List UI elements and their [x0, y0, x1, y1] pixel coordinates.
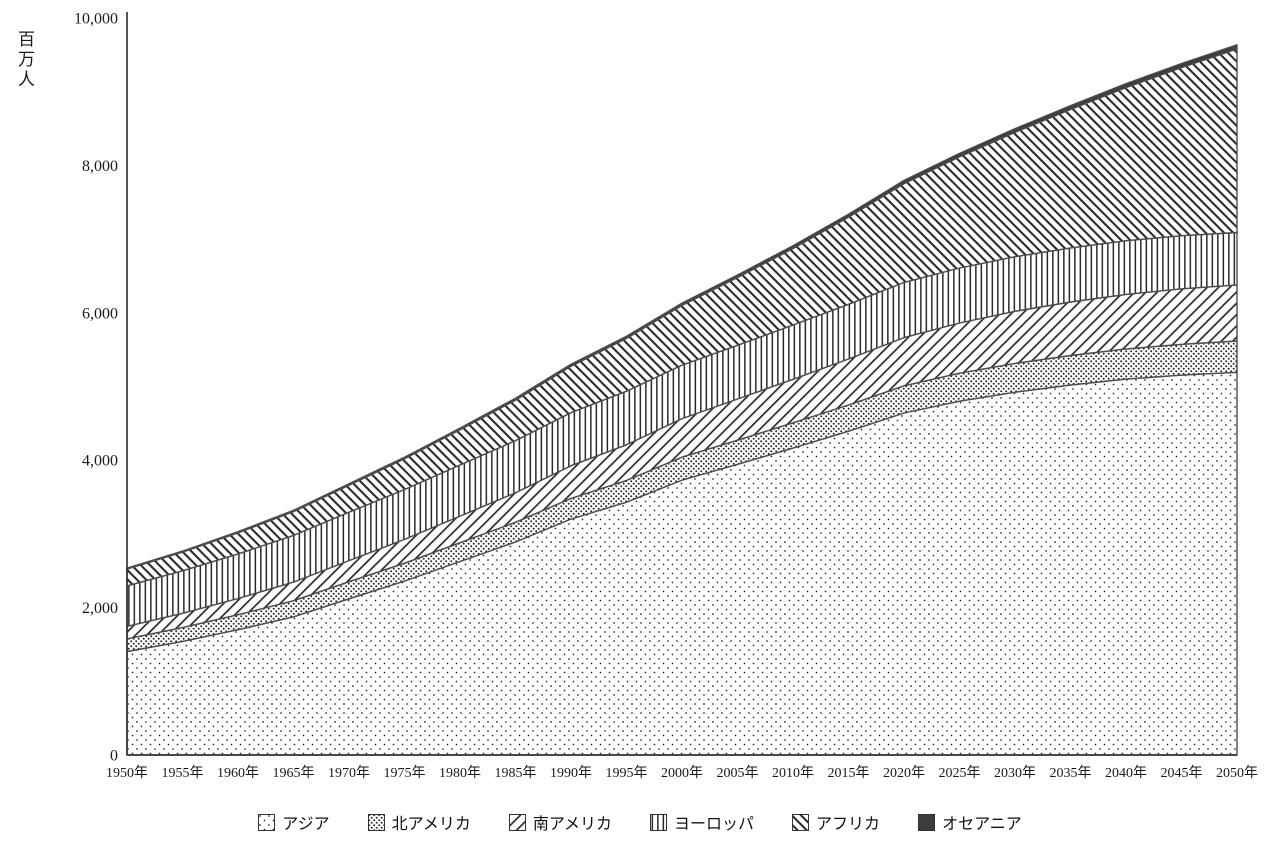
x-tick-label: 2045年 [1161, 765, 1203, 781]
x-tick-label: 2050年 [1216, 765, 1258, 781]
y-tick-label: 0 [110, 748, 118, 765]
x-tick-label: 1975年 [384, 765, 426, 781]
x-tick-label: 1990年 [550, 765, 592, 781]
x-tick-label: 2030年 [994, 765, 1036, 781]
legend-label: アフリカ [816, 816, 881, 833]
legend-label: ヨーロッパ [674, 816, 755, 833]
y-axis-labels: 0 2,000 4,000 6,000 8,000 10,000 [74, 11, 118, 765]
x-tick-label: 2040年 [1105, 765, 1147, 781]
legend-swatch-dots-sparse [258, 813, 276, 831]
y-tick-label: 10,000 [74, 11, 118, 28]
x-tick-label: 1960年 [217, 765, 259, 781]
x-tick-label: 2035年 [1050, 765, 1092, 781]
legend-label: オセアニア [942, 816, 1022, 833]
legend-label: 北アメリカ [391, 816, 471, 833]
legend-swatch-vertical-lines [650, 813, 668, 831]
x-tick-label: 2015年 [828, 765, 870, 781]
x-tick-label: 1950年 [106, 765, 148, 781]
x-tick-label: 1965年 [273, 765, 315, 781]
x-tick-label: 2000年 [661, 765, 703, 781]
y-tick-label: 4,000 [82, 453, 118, 470]
y-tick-label: 6,000 [82, 305, 118, 322]
legend-item-5: オセアニア [918, 810, 1022, 834]
x-tick-label: 1985年 [495, 765, 537, 781]
x-axis-labels: 1950年 1955年 1960年 1965年 1970年 1975年 1980年 1985年… [106, 765, 1258, 781]
chart-legend: アジア 北アメリカ 南アメリカ ヨーロッパ アフリカ オセアニア [0, 810, 1280, 834]
x-tick-label: 2025年 [939, 765, 981, 781]
legend-swatch-solid-dark [918, 813, 936, 831]
y-axis-unit-label: 百万人 [15, 30, 34, 90]
legend-item-2: 南アメリカ [508, 810, 613, 834]
x-tick-label: 2020年 [883, 765, 925, 781]
x-tick-label: 1980年 [439, 765, 481, 781]
y-tick-label: 2,000 [82, 600, 118, 617]
legend-item-0: アジア [258, 810, 330, 834]
legend-swatch-dots-dense [367, 813, 385, 831]
legend-item-4: アフリカ [792, 810, 880, 834]
legend-item-1: 北アメリカ [367, 810, 471, 834]
axes [126, 12, 1237, 756]
area-band-5 [126, 44, 1238, 570]
legend-label: アジア [282, 816, 330, 833]
y-tick-label: 8,000 [82, 158, 118, 175]
legend-label: 南アメリカ [532, 816, 613, 833]
x-tick-label: 2005年 [717, 765, 759, 781]
legend-item-3: ヨーロッパ [650, 810, 754, 834]
x-tick-label: 1955年 [162, 765, 204, 781]
legend-swatch-diagonal-down [792, 813, 810, 831]
x-tick-label: 2010年 [772, 765, 814, 781]
legend-swatch-diagonal-up [508, 813, 526, 831]
x-tick-label: 1970年 [328, 765, 370, 781]
x-tick-label: 1995年 [606, 765, 648, 781]
stacked-area-bands [126, 44, 1238, 756]
